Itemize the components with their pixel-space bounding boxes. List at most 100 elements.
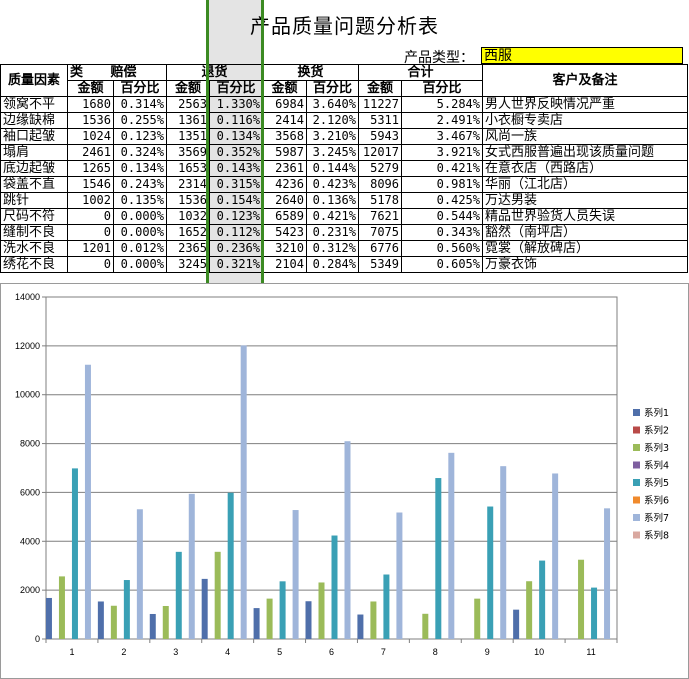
cell-c-pct[interactable]: 0.000% [113,224,167,241]
cell-e-pct[interactable]: 0.284% [306,256,359,273]
cell-r-pct[interactable]: 0.112% [209,224,263,241]
subheader-percent[interactable]: 百分比 [306,80,359,97]
cell-c-pct[interactable]: 0.243% [113,176,167,193]
bar-series5[interactable] [227,492,234,639]
cell-t-pct[interactable]: 5.284% [401,96,483,113]
cell-c-amt[interactable]: 0 [67,256,114,273]
cell-r-amt[interactable]: 1032 [166,208,210,225]
cell-factor[interactable]: 袖口起皱 [0,128,68,145]
cell-note[interactable]: 在意衣店（西路店） [482,160,688,177]
cell-t-amt[interactable]: 6776 [358,240,402,257]
cell-t-pct[interactable]: 0.421% [401,160,483,177]
cell-e-pct[interactable]: 0.421% [306,208,359,225]
bar-series3[interactable] [266,598,273,639]
bar-series3[interactable] [58,576,65,639]
bar-series7[interactable] [292,510,299,639]
bar-series7[interactable] [188,493,195,639]
bar-series1[interactable] [513,609,520,639]
cell-t-amt[interactable]: 5943 [358,128,402,145]
bar-series3[interactable] [318,582,325,639]
cell-factor[interactable]: 袋盖不直 [0,176,68,193]
cell-c-amt[interactable]: 1546 [67,176,114,193]
cell-r-amt[interactable]: 1652 [166,224,210,241]
cell-t-pct[interactable]: 0.343% [401,224,483,241]
bar-series1[interactable] [357,614,364,639]
cell-r-pct[interactable]: 0.321% [209,256,263,273]
cell-c-pct[interactable]: 0.000% [113,208,167,225]
bar-chart[interactable]: 0 2000 4000 6000 8000 10000 12000 14000 1 2 3 4 5 6 7 8… [0,283,689,679]
cell-factor[interactable]: 跳针 [0,192,68,209]
bar-series7[interactable] [136,509,143,639]
cell-factor[interactable]: 塌肩 [0,144,68,161]
subheader-amount[interactable]: 金额 [358,80,402,97]
cell-factor[interactable]: 洗水不良 [0,240,68,257]
bar-series7[interactable] [552,473,559,639]
cell-factor[interactable]: 边缘缺棉 [0,112,68,129]
cell-e-pct[interactable]: 3.640% [306,96,359,113]
bar-series3[interactable] [370,601,377,639]
header-factor[interactable]: 质量因素 [0,64,68,97]
cell-e-amt[interactable]: 2361 [262,160,307,177]
cell-c-amt[interactable]: 1201 [67,240,114,257]
cell-factor[interactable]: 底边起皱 [0,160,68,177]
cell-note[interactable]: 风尚一族 [482,128,688,145]
bar-series7[interactable] [396,512,403,639]
bar-series5[interactable] [331,535,338,639]
cell-e-amt[interactable]: 3568 [262,128,307,145]
bar-series5[interactable] [175,551,182,639]
cell-note[interactable]: 霓裳（解放碑店） [482,240,688,257]
cell-c-pct[interactable]: 0.000% [113,256,167,273]
bar-series3[interactable] [526,581,533,639]
cell-c-pct[interactable]: 0.012% [113,240,167,257]
cell-r-pct[interactable]: 1.330% [209,96,263,113]
cell-c-pct[interactable]: 0.135% [113,192,167,209]
cell-r-amt[interactable]: 2314 [166,176,210,193]
cell-t-pct[interactable]: 0.981% [401,176,483,193]
cell-t-amt[interactable]: 12017 [358,144,402,161]
header-exchange[interactable]: 换货 [262,64,359,81]
cell-t-pct[interactable]: 0.425% [401,192,483,209]
bar-series5[interactable] [487,506,494,639]
cell-note[interactable]: 男人世界反映情况严重 [482,96,688,113]
cell-r-amt[interactable]: 1653 [166,160,210,177]
bar-series1[interactable] [201,578,208,639]
cell-e-pct[interactable]: 0.144% [306,160,359,177]
cell-e-amt[interactable]: 2414 [262,112,307,129]
cell-c-amt[interactable]: 0 [67,224,114,241]
cell-e-pct[interactable]: 0.231% [306,224,359,241]
cell-t-amt[interactable]: 5279 [358,160,402,177]
cell-c-amt[interactable]: 1024 [67,128,114,145]
cell-r-amt[interactable]: 1536 [166,192,210,209]
cell-r-pct[interactable]: 0.315% [209,176,263,193]
bar-series3[interactable] [422,613,429,639]
cell-r-amt[interactable]: 1351 [166,128,210,145]
cell-c-amt[interactable]: 1680 [67,96,114,113]
cell-r-amt[interactable]: 1361 [166,112,210,129]
bar-series7[interactable] [84,364,91,639]
header-compensation[interactable]: 类 赔偿 [67,64,167,81]
bar-series3[interactable] [162,605,169,639]
cell-note[interactable]: 华丽（江北店） [482,176,688,193]
cell-note[interactable]: 女式西服普遍出现该质量问题 [482,144,688,161]
cell-factor[interactable]: 缝制不良 [0,224,68,241]
cell-c-pct[interactable]: 0.134% [113,160,167,177]
cell-note[interactable]: 万豪衣饰 [482,256,688,273]
bar-series5[interactable] [383,574,390,639]
bar-series7[interactable] [604,508,611,639]
cell-t-amt[interactable]: 7075 [358,224,402,241]
bar-series3[interactable] [578,559,585,639]
cell-factor[interactable]: 绣花不良 [0,256,68,273]
cell-r-amt[interactable]: 2365 [166,240,210,257]
cell-t-amt[interactable]: 8096 [358,176,402,193]
cell-e-pct[interactable]: 0.136% [306,192,359,209]
bar-series5[interactable] [539,560,546,639]
cell-factor[interactable]: 尺码不符 [0,208,68,225]
cell-t-amt[interactable]: 5311 [358,112,402,129]
cell-e-pct[interactable]: 0.312% [306,240,359,257]
cell-t-pct[interactable]: 3.467% [401,128,483,145]
cell-t-amt[interactable]: 7621 [358,208,402,225]
subheader-amount[interactable]: 金额 [262,80,307,97]
bar-series3[interactable] [214,551,221,639]
subheader-percent[interactable]: 百分比 [113,80,167,97]
cell-t-amt[interactable]: 5178 [358,192,402,209]
